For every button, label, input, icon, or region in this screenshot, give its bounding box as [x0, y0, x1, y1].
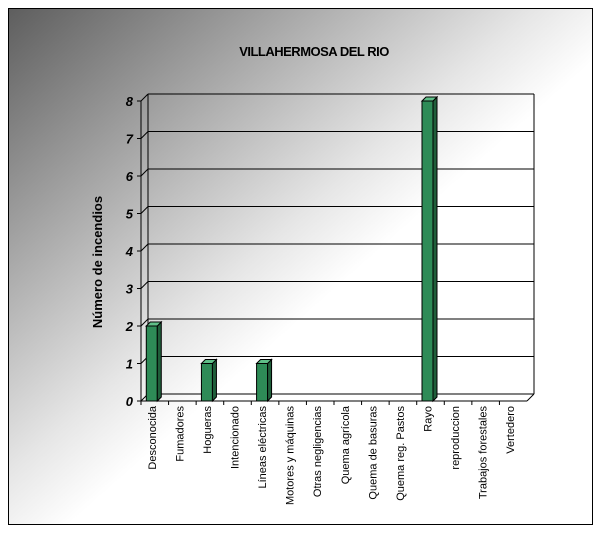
- y-tick-label: 1: [126, 357, 133, 372]
- x-tick-label: Hogueras: [202, 406, 214, 454]
- bar-side: [156, 320, 162, 403]
- gridline-depth: [140, 131, 149, 139]
- chart-frame: VILLAHERMOSA DEL RIO Número de incendios…: [8, 8, 593, 525]
- gridlines: [140, 93, 534, 402]
- y-tick-label: 0: [126, 394, 134, 409]
- bar-top: [200, 359, 218, 364]
- bar-top: [420, 96, 439, 102]
- x-tick-label: Intencionado: [230, 406, 242, 469]
- chart-background: [9, 9, 592, 524]
- bar-front: [256, 363, 269, 402]
- y-tick-label: 2: [125, 319, 134, 334]
- bar-front: [421, 100, 434, 402]
- x-tick-label: Quema reg. Pastos: [395, 406, 407, 501]
- bar-front: [145, 325, 158, 402]
- y-tick-label: 6: [126, 169, 134, 184]
- y-tick-labels: 0 1 2 3 4 5 6 7 8: [125, 94, 141, 409]
- bar-front: [200, 363, 213, 402]
- bar-side: [211, 358, 217, 403]
- x-tick-label: Líneas eléctricas: [257, 406, 269, 489]
- y-tick-label: 3: [126, 282, 134, 297]
- y-tick-label: 5: [126, 207, 134, 222]
- y-tick-label: 4: [125, 244, 134, 259]
- gridline-depth: [140, 318, 149, 327]
- x-tick-label: Quema agrícola: [340, 405, 352, 484]
- x-tick-label: Desconocida: [147, 405, 159, 469]
- bar-top: [145, 321, 163, 327]
- x-tick-label: Trabajos forestales: [478, 406, 490, 500]
- gridline-depth: [140, 243, 149, 252]
- bar-top: [255, 359, 273, 364]
- x-tick-label: reproduccion: [450, 406, 462, 470]
- gridline-depth: [140, 93, 149, 102]
- x-tick-label: Quema de basuras: [367, 406, 379, 500]
- y-tick-label: 7: [126, 132, 134, 147]
- gridline-depth: [140, 168, 149, 177]
- x-tick-label: Vertedero: [505, 406, 517, 454]
- x-tick-labels: Desconocida Fumadores Hogueras Intencionado…: [140, 401, 517, 506]
- floor-corner: [526, 393, 535, 402]
- bar-chart: VILLAHERMOSA DEL RIO Número de incendios…: [9, 9, 592, 524]
- bar-side: [432, 95, 438, 403]
- bar-hogueras: [200, 358, 218, 403]
- y-axis-title: Número de incendios: [90, 196, 105, 328]
- gridline-depth: [140, 206, 149, 214]
- y-tick-label: 8: [126, 94, 134, 109]
- x-tick-label: Motores y máquinas: [285, 406, 297, 506]
- bars: [145, 95, 439, 403]
- x-tick-label: Fumadores: [174, 406, 186, 462]
- gridline-depth: [140, 281, 149, 289]
- x-tick-label: Otras negligencias: [312, 406, 324, 498]
- x-tick-label: Rayo: [423, 406, 435, 432]
- bar-rayo: [420, 95, 439, 403]
- chart-title: VILLAHERMOSA DEL RIO: [239, 44, 389, 59]
- bar-side: [267, 358, 273, 403]
- bar-desconocida: [145, 320, 163, 403]
- bar-l-neas-el-ctricas: [255, 358, 273, 403]
